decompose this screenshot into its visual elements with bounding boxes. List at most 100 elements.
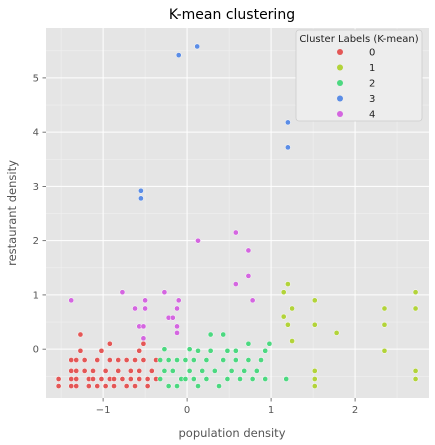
data-point-cluster-0 — [148, 368, 155, 374]
x-tick-label: 1 — [268, 405, 274, 416]
data-point-cluster-1 — [311, 376, 318, 382]
data-point-cluster-2 — [186, 368, 193, 374]
data-point-cluster-0 — [111, 383, 117, 389]
data-point-cluster-2 — [249, 376, 256, 382]
data-point-cluster-1 — [412, 376, 419, 382]
data-point-cluster-0 — [77, 347, 84, 354]
data-point-cluster-2 — [232, 357, 239, 363]
data-point-cluster-2 — [245, 340, 252, 347]
tick-labels: −1 0 1 2 0 1 2 3 4 5 — [33, 73, 359, 416]
data-point-cluster-0 — [136, 347, 143, 354]
data-point-cluster-2 — [245, 357, 252, 363]
data-point-cluster-0 — [136, 368, 143, 374]
data-point-cluster-2 — [224, 376, 231, 382]
x-axis-label: population density — [178, 426, 285, 440]
legend: Cluster Labels (K-mean) 0 1 2 3 4 — [295, 29, 423, 122]
data-point-cluster-2 — [241, 368, 248, 374]
legend-box — [295, 29, 423, 122]
data-point-cluster-0 — [132, 383, 138, 389]
legend-marker-cluster-1 — [337, 64, 343, 71]
legend-marker-cluster-0 — [337, 49, 343, 55]
data-point-cluster-2 — [157, 357, 164, 363]
legend-title: Cluster Labels (K-mean) — [299, 34, 418, 45]
data-point-cluster-0 — [94, 383, 101, 389]
data-point-cluster-3 — [285, 144, 291, 151]
data-point-cluster-4 — [195, 237, 201, 244]
data-point-cluster-2 — [266, 340, 273, 347]
data-point-cluster-0 — [73, 368, 80, 374]
data-point-cluster-2 — [161, 346, 168, 353]
data-point-cluster-1 — [280, 313, 287, 320]
legend-label-cluster-3: 3 — [369, 94, 375, 105]
data-point-cluster-2 — [207, 347, 214, 354]
data-point-cluster-0 — [85, 383, 92, 389]
data-point-cluster-3 — [138, 187, 144, 194]
data-point-cluster-0 — [140, 340, 147, 347]
data-point-cluster-1 — [289, 338, 295, 344]
data-point-cluster-2 — [161, 368, 168, 374]
data-point-cluster-3 — [285, 119, 291, 126]
legend-label-cluster-4: 4 — [369, 110, 375, 121]
data-point-cluster-0 — [144, 376, 151, 382]
data-point-cluster-4 — [249, 297, 256, 304]
data-point-cluster-4 — [161, 289, 168, 296]
data-point-cluster-3 — [194, 43, 201, 50]
y-tick-label: 4 — [33, 128, 39, 139]
data-point-cluster-1 — [280, 289, 287, 296]
data-point-cluster-0 — [127, 376, 134, 382]
data-point-cluster-1 — [311, 321, 318, 328]
data-point-cluster-0 — [55, 376, 62, 382]
data-point-cluster-1 — [311, 383, 318, 389]
data-point-cluster-0 — [115, 357, 122, 363]
x-tick-label: 0 — [184, 405, 190, 416]
data-point-cluster-0 — [102, 383, 109, 389]
legend-label-cluster-2: 2 — [369, 79, 375, 90]
data-point-cluster-4 — [140, 323, 147, 330]
data-point-cluster-1 — [412, 289, 419, 296]
data-point-cluster-3 — [138, 195, 144, 202]
data-point-cluster-0 — [123, 383, 130, 389]
data-point-cluster-2 — [157, 376, 164, 382]
data-point-cluster-4 — [142, 305, 148, 312]
data-point-cluster-1 — [381, 347, 388, 354]
data-point-cluster-0 — [140, 357, 147, 363]
data-point-cluster-2 — [169, 368, 176, 374]
data-point-cluster-4 — [174, 330, 180, 336]
data-point-cluster-0 — [73, 357, 80, 363]
data-point-cluster-0 — [90, 376, 96, 382]
y-tick-label: 3 — [33, 182, 39, 193]
data-point-cluster-2 — [224, 347, 231, 354]
data-point-cluster-1 — [311, 297, 318, 304]
data-point-cluster-1 — [289, 305, 295, 312]
data-point-cluster-2 — [190, 357, 197, 363]
data-point-cluster-2 — [211, 368, 218, 374]
data-point-cluster-0 — [81, 357, 88, 363]
data-point-cluster-4 — [232, 281, 239, 287]
data-point-cluster-2 — [237, 376, 243, 382]
data-point-cluster-3 — [175, 52, 182, 58]
y-tick-label: 2 — [33, 236, 39, 247]
legend-label-cluster-1: 1 — [369, 63, 375, 74]
y-axis-label: restaurant density — [5, 160, 19, 266]
data-point-cluster-1 — [381, 305, 388, 312]
data-point-cluster-2 — [195, 383, 201, 389]
data-point-cluster-2 — [203, 357, 210, 363]
data-point-cluster-0 — [106, 340, 113, 347]
y-tick-label: 0 — [33, 345, 39, 356]
data-point-cluster-4 — [245, 247, 252, 254]
data-point-cluster-4 — [68, 297, 75, 304]
data-point-cluster-0 — [68, 357, 75, 363]
data-point-cluster-0 — [98, 376, 105, 382]
data-point-cluster-0 — [68, 383, 75, 389]
data-point-cluster-2 — [283, 376, 290, 382]
data-point-cluster-0 — [102, 368, 109, 374]
data-point-cluster-1 — [333, 330, 340, 336]
data-point-cluster-2 — [253, 368, 260, 374]
x-tick-label: −1 — [96, 405, 111, 416]
data-points — [55, 43, 419, 389]
data-point-cluster-2 — [165, 383, 172, 389]
data-point-cluster-2 — [199, 368, 206, 374]
data-point-cluster-1 — [381, 321, 388, 328]
data-point-cluster-1 — [412, 368, 419, 374]
data-point-cluster-4 — [232, 229, 239, 236]
